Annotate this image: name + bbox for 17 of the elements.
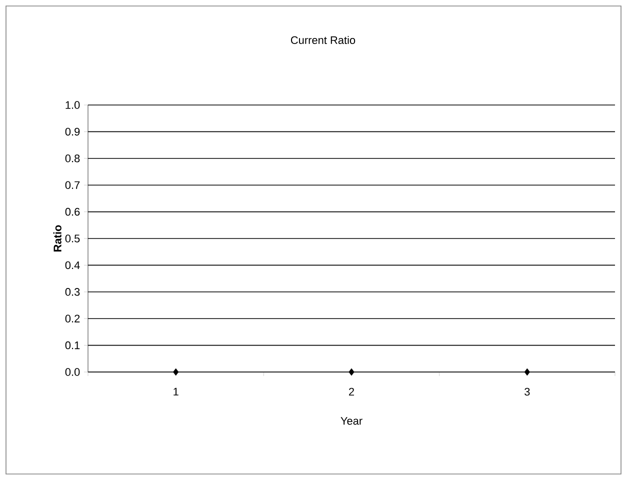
- x-tick-label: 3: [524, 388, 530, 396]
- y-tick-label: 0.5: [65, 234, 80, 242]
- y-tick-label: 0.0: [65, 368, 80, 376]
- x-tick-label: 2: [349, 388, 354, 396]
- y-tick-label: 0.1: [65, 341, 80, 350]
- y-tick-label: 1.0: [66, 101, 80, 109]
- y-axis-title: Ratio: [53, 225, 62, 252]
- chart-title: Current Ratio: [290, 36, 356, 44]
- y-tick-label: 0.4: [65, 261, 80, 270]
- y-tick-label: 0.8: [65, 154, 80, 162]
- x-tick-label: 1: [174, 388, 178, 396]
- y-tick-label: 0.9: [65, 128, 80, 136]
- y-tick-label: 0.3: [65, 288, 80, 296]
- y-tick-label: 0.2: [65, 314, 80, 322]
- x-axis-title: Year: [340, 417, 362, 425]
- y-tick-label: 0.7: [65, 181, 80, 189]
- y-tick-label: 0.6: [65, 208, 80, 216]
